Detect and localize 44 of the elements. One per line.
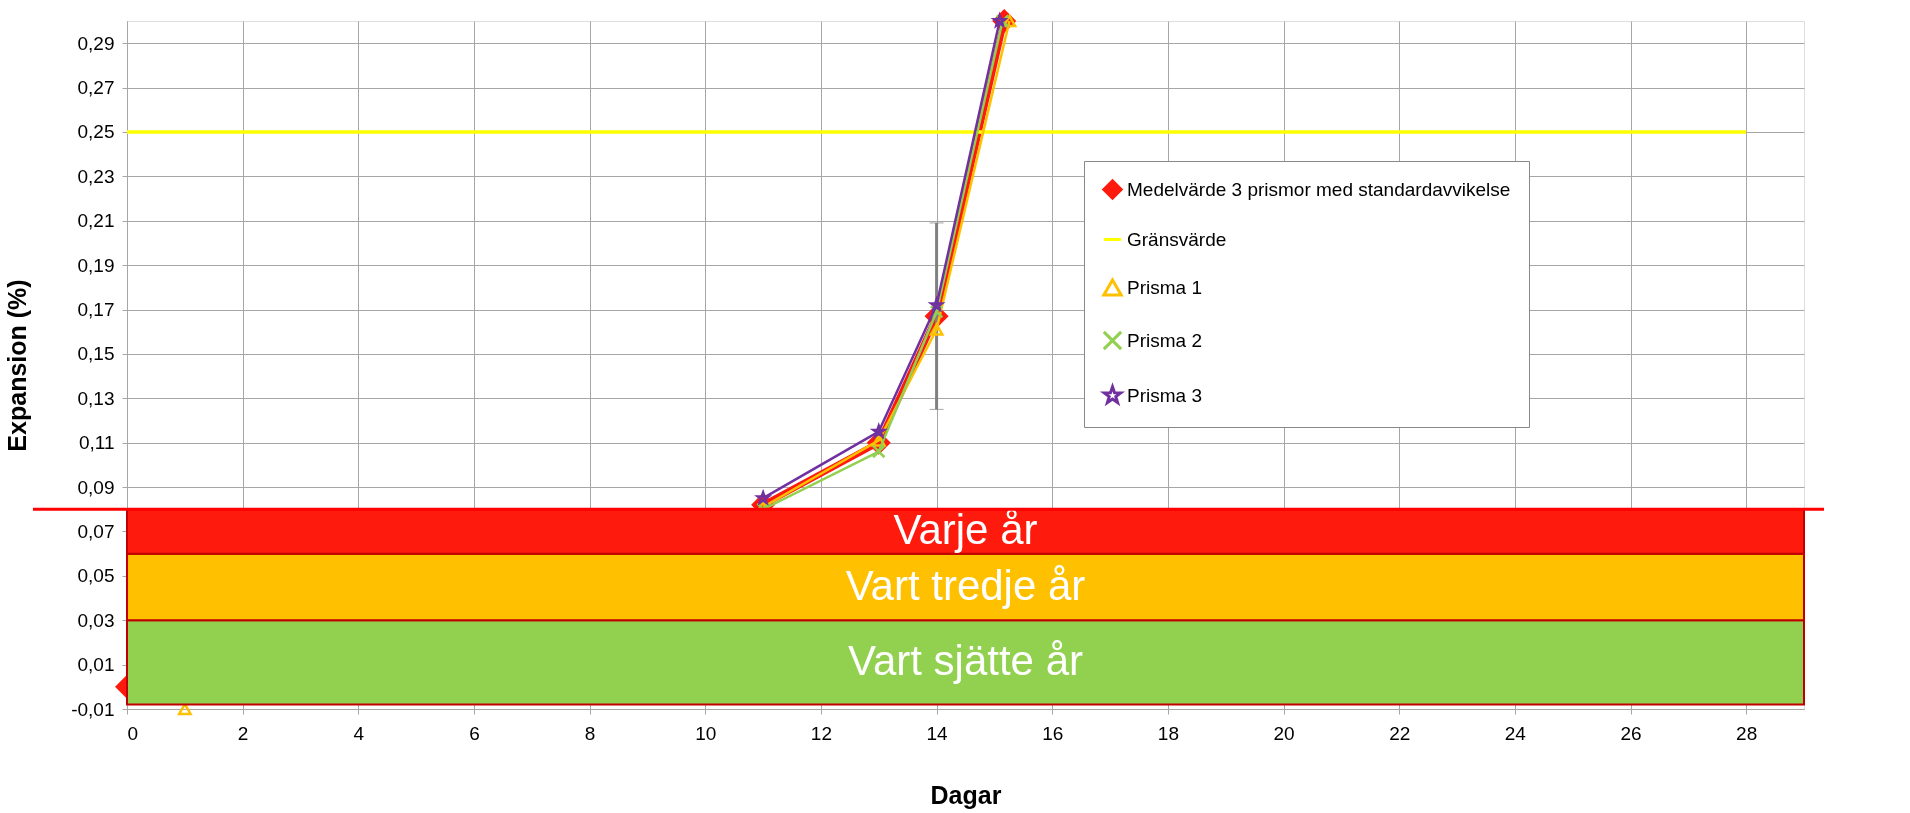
band-label: Vart tredje år (845, 561, 1086, 609)
y-tick-label: 0,21 (77, 210, 115, 232)
y-tick-label: 0,05 (77, 565, 115, 587)
x-axis-title: Dagar (930, 780, 1002, 809)
point (870, 422, 888, 440)
y-tick-label: 0,09 (77, 476, 115, 498)
y-tick-label: 0,11 (78, 432, 115, 454)
legend-label: Prisma 1 (1127, 276, 1202, 298)
x-tick-label: 0 (127, 722, 139, 744)
y-tick-label: 0,17 (77, 299, 115, 321)
x-tick-label: 24 (1504, 722, 1527, 744)
x-tick-label: 14 (926, 722, 949, 744)
y-tick-label: 0,01 (77, 654, 115, 676)
y-tick-label: 0,07 (77, 520, 115, 542)
y-tick-label: 0,19 (77, 254, 115, 276)
y-tick-label: 0,15 (77, 343, 115, 365)
x-tick-label: 2 (237, 722, 249, 744)
x-tick-label: 18 (1157, 722, 1179, 744)
band-label: Varje år (893, 506, 1038, 554)
x-tick-label: 22 (1389, 722, 1411, 744)
legend-label: Prisma 3 (1127, 384, 1202, 406)
y-tick-label: 0,25 (77, 121, 115, 143)
x-tick-label: 16 (1042, 722, 1064, 744)
legend-label: Gränsvärde (1127, 228, 1227, 250)
point (929, 323, 944, 336)
y-tick-label: 0,03 (77, 609, 115, 631)
band-label: Vart sjätte år (848, 637, 1083, 685)
x-tick-label: 8 (584, 722, 596, 744)
y-tick-label: 0,27 (77, 77, 115, 99)
y-tick-label: 0,29 (77, 32, 115, 54)
x-tick-label: 12 (810, 722, 832, 744)
y-tick-label: 0,23 (77, 165, 115, 187)
x-tick-label: 20 (1273, 722, 1295, 744)
x-tick-label: 26 (1620, 722, 1642, 744)
legend-label: Prisma 2 (1127, 329, 1202, 351)
x-tick-label: 6 (469, 722, 480, 744)
y-axis-title: Expansion (%) (3, 279, 32, 452)
point (871, 444, 886, 459)
x-tick-label: 10 (695, 722, 717, 744)
x-tick-label: 4 (353, 722, 365, 744)
x-tick-label: 28 (1736, 722, 1758, 744)
y-tick-label: -0,01 (71, 698, 115, 720)
legend-label: Medelvärde 3 prismor med standardavvikelse (1127, 178, 1511, 200)
y-tick-label: 0,13 (77, 387, 115, 409)
